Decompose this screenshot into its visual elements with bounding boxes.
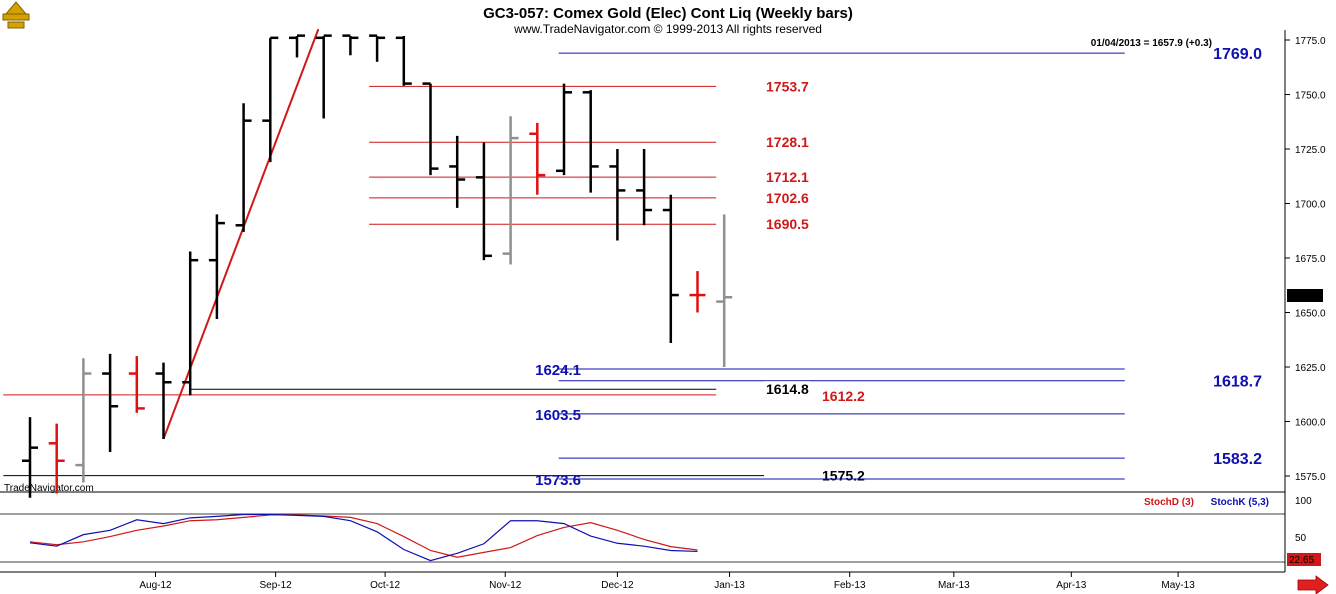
ohlc-bar	[182, 251, 199, 396]
time-tick-label: Mar-13	[938, 580, 970, 591]
level-label: 1702.6	[766, 190, 809, 206]
support-resistance-levels: 1769.0 1753.7 1728.1 1712.1 1702.6 1690.5 1624…	[3, 46, 1262, 489]
ohlc-bar	[342, 34, 359, 56]
ohlc-bar	[289, 34, 305, 58]
ohlc-bar	[208, 214, 225, 320]
time-tick-label: Dec-12	[601, 580, 634, 591]
level-label: 1769.0	[1213, 46, 1262, 63]
price-tick-label: 1625.0	[1295, 363, 1326, 374]
level-label: 1573.6	[535, 472, 581, 489]
watermark: TradeNavigator.com	[4, 483, 94, 494]
last-price-label: 1657.9	[1289, 291, 1320, 302]
time-tick-label: Oct-12	[370, 580, 400, 591]
ohlc-bar	[636, 149, 653, 226]
stoch-series-line	[29, 513, 698, 562]
ohlc-bar	[128, 356, 145, 413]
price-axis: 1775.0 1750.0 1725.0 1700.0 1675.0 1650.0 1625…	[1285, 36, 1326, 483]
ohlc-bar	[48, 423, 65, 494]
price-tick-label: 1600.0	[1295, 418, 1326, 429]
copyright-text: www.TradeNavigator.com © 1999-2013 All r…	[513, 22, 822, 36]
price-tick-label: 1750.0	[1295, 91, 1326, 102]
level-label: 1612.2	[822, 388, 865, 404]
level-label: 1614.8	[766, 381, 809, 397]
stochk-legend: StochK (5,3)	[1211, 497, 1269, 508]
ohlc-bar	[75, 358, 92, 483]
ohlc-bar	[449, 135, 466, 208]
level-label: 1575.2	[822, 468, 865, 484]
level-label: 1603.5	[535, 407, 581, 424]
ohlc-bar	[315, 34, 332, 119]
scroll-right-arrow[interactable]	[1297, 575, 1329, 594]
level-label: 1618.7	[1213, 374, 1262, 391]
time-tick-label: Nov-12	[489, 580, 522, 591]
price-tick-label: 1725.0	[1295, 145, 1326, 156]
level-label: 1690.5	[766, 216, 809, 232]
stoch-series-line	[29, 514, 698, 558]
level-label: 1624.1	[535, 362, 581, 379]
ohlc-bar	[689, 271, 706, 313]
price-tick-label: 1700.0	[1295, 200, 1326, 211]
level-label-bg	[764, 381, 810, 397]
chart-logo	[2, 1, 30, 29]
ohlc-bar	[716, 214, 733, 367]
price-tick-label: 1575.0	[1295, 472, 1326, 483]
level-label: 1712.1	[766, 169, 809, 185]
level-label: 1583.2	[1213, 451, 1262, 468]
level-label: 1753.7	[766, 78, 809, 94]
ohlc-bar	[235, 103, 252, 232]
trendline	[162, 28, 320, 440]
ohlc-bar	[262, 36, 279, 163]
price-tick-label: 1650.0	[1295, 309, 1326, 320]
ohlc-bar	[582, 90, 599, 193]
ohlc-bar	[502, 116, 519, 265]
stochd-legend: StochD (3)	[1144, 497, 1194, 508]
ohlc-bar	[609, 149, 626, 241]
time-tick-label: Aug-12	[139, 580, 172, 591]
ohlc-bar	[369, 34, 386, 62]
ohlc-bar	[22, 417, 38, 498]
last-price-tag: 1657.9	[1287, 289, 1323, 302]
ohlc-bar	[102, 353, 119, 453]
time-tick-label: Feb-13	[834, 580, 866, 591]
ohlc-bar	[529, 122, 546, 195]
stoch-last-tag: 22.65	[1287, 553, 1321, 566]
chart-title: GC3-057: Comex Gold (Elec) Cont Liq (Wee…	[483, 5, 853, 22]
ohlc-bars	[22, 34, 733, 498]
ohlc-bar	[155, 362, 172, 439]
time-tick-label: Sep-12	[260, 580, 293, 591]
price-tick-label: 1675.0	[1295, 254, 1326, 265]
stoch-tick-100: 100	[1295, 496, 1312, 507]
time-tick-label: Apr-13	[1056, 580, 1086, 591]
stochastic-lines	[29, 513, 698, 562]
price-tick-label: 1775.0	[1295, 36, 1326, 47]
ohlc-bar	[475, 142, 492, 261]
ohlc-bar	[662, 194, 679, 344]
ohlc-bar	[556, 83, 572, 176]
time-axis: Aug-12 Sep-12 Oct-12 Nov-12 Dec-12 Jan-13 Feb-…	[139, 572, 1195, 591]
stoch-tick-50: 50	[1295, 533, 1307, 544]
stoch-last-label: 22.65	[1289, 555, 1314, 566]
ohlc-bar	[422, 82, 439, 176]
level-label-bg	[764, 467, 810, 483]
trendline-group	[162, 28, 320, 440]
level-label: 1728.1	[766, 134, 809, 150]
time-tick-label: May-13	[1161, 580, 1195, 591]
price-readout: 01/04/2013 = 1657.9 (+0.3)	[1091, 38, 1212, 49]
time-tick-label: Jan-13	[714, 580, 745, 591]
ohlc-bar	[395, 36, 412, 86]
